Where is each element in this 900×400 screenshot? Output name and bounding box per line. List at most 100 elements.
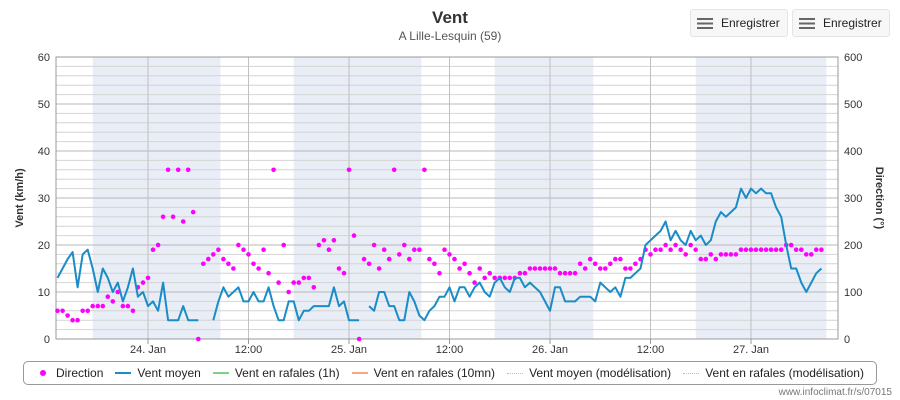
legend-swatch [683, 372, 700, 374]
direction-point [155, 242, 161, 248]
plot-frame [55, 56, 839, 340]
direction-point [592, 261, 598, 267]
direction-point [221, 256, 226, 262]
direction-point [748, 247, 754, 252]
source-credit: www.infoclimat.fr/s/07015 [778, 387, 892, 398]
direction-point [613, 256, 618, 262]
direction-point [231, 266, 236, 271]
direction-point [60, 308, 65, 314]
direction-point [70, 317, 75, 323]
direction-point [331, 238, 337, 243]
legend-item[interactable]: Vent en rafales (1h) [212, 366, 340, 380]
chart-legend: Direction Vent moyen Vent en rafales (1h) V… [23, 361, 877, 385]
direction-point [170, 214, 176, 220]
direction-point [206, 256, 211, 262]
direction-point [397, 252, 402, 257]
y-right-tick-label: 600 [844, 52, 862, 64]
x-tick-label: 25. Jan [331, 344, 367, 356]
direction-point [386, 256, 392, 262]
direction-point [281, 242, 287, 248]
direction-point [291, 280, 297, 285]
legend-item[interactable]: Vent en rafales (10mn) [351, 366, 495, 380]
direction-point [185, 167, 191, 173]
direction-point [160, 214, 166, 220]
direction-point [175, 167, 181, 173]
direction-point [502, 275, 508, 281]
direction-point [371, 242, 377, 248]
y-left-tick-label: 50 [38, 99, 50, 111]
legend-item[interactable]: Vent moyen (modélisation) [507, 366, 671, 380]
export-button-2[interactable]: Enregistrer [792, 9, 890, 37]
legend-item[interactable]: Vent moyen [115, 366, 201, 380]
direction-point [351, 233, 357, 238]
direction-point [683, 252, 688, 257]
export-label-1: Enregistrer [721, 16, 780, 30]
direction-point [648, 252, 653, 257]
direction-point [587, 256, 593, 262]
direction-point [286, 289, 292, 295]
direction-point [663, 242, 668, 248]
direction-point [673, 242, 678, 248]
direction-point [241, 247, 246, 252]
direction-point [462, 261, 467, 267]
direction-point [196, 336, 201, 342]
direction-point [698, 256, 704, 262]
x-tick-label: 24. Jan [130, 344, 166, 356]
direction-point [718, 252, 724, 257]
direction-point [366, 261, 372, 267]
direction-point [723, 252, 729, 257]
direction-point [572, 270, 578, 276]
legend-label: Vent en rafales (modélisation) [705, 366, 864, 380]
direction-point [432, 261, 437, 267]
direction-point [246, 252, 251, 257]
y-left-tick-label: 40 [38, 146, 50, 158]
chart-title: Vent [432, 8, 468, 27]
direction-point [567, 270, 573, 276]
export-label-2: Enregistrer [823, 16, 882, 30]
direction-point [472, 280, 477, 285]
direction-point [216, 247, 221, 252]
direction-point [633, 261, 638, 267]
direction-point [150, 247, 156, 252]
legend-label: Direction [56, 366, 104, 380]
direction-point [623, 266, 628, 271]
direction-point [316, 242, 322, 248]
direction-point [427, 256, 432, 262]
y-left-tick-label: 20 [38, 240, 50, 252]
direction-point [190, 209, 196, 215]
direction-point [90, 303, 95, 309]
menu-icon [697, 17, 713, 29]
direction-point [793, 247, 799, 252]
direction-point [422, 167, 427, 173]
direction-point [743, 247, 749, 252]
direction-point [452, 256, 457, 262]
direction-point [658, 247, 663, 252]
x-tick-label: 12:00 [235, 344, 263, 356]
legend-swatch [351, 372, 368, 374]
y-left-tick-label: 60 [38, 52, 50, 64]
export-button-1[interactable]: Enregistrer [690, 9, 788, 37]
legend-swatch [115, 372, 132, 374]
direction-point [65, 313, 70, 318]
legend-item[interactable]: Direction [36, 366, 103, 380]
direction-point [492, 275, 498, 281]
legend-label: Vent en rafales (1h) [234, 366, 340, 380]
direction-point [738, 247, 744, 252]
direction-point [477, 266, 483, 271]
y-right-axis-title: Direction (°) [873, 167, 885, 230]
legend-item[interactable]: Vent en rafales (modélisation) [683, 366, 864, 380]
direction-point [537, 266, 543, 271]
direction-point [120, 303, 126, 309]
direction-point [598, 266, 603, 271]
direction-point [733, 252, 739, 257]
direction-point [467, 270, 472, 276]
x-tick-label: 12:00 [436, 344, 464, 356]
direction-point [628, 266, 633, 271]
direction-point [180, 219, 186, 224]
direction-point [799, 247, 804, 252]
direction-point [753, 247, 759, 252]
direction-point [321, 238, 327, 243]
y-right-tick-label: 100 [844, 287, 862, 299]
series-vent-moyen-line [56, 187, 823, 322]
direction-point [703, 256, 709, 262]
